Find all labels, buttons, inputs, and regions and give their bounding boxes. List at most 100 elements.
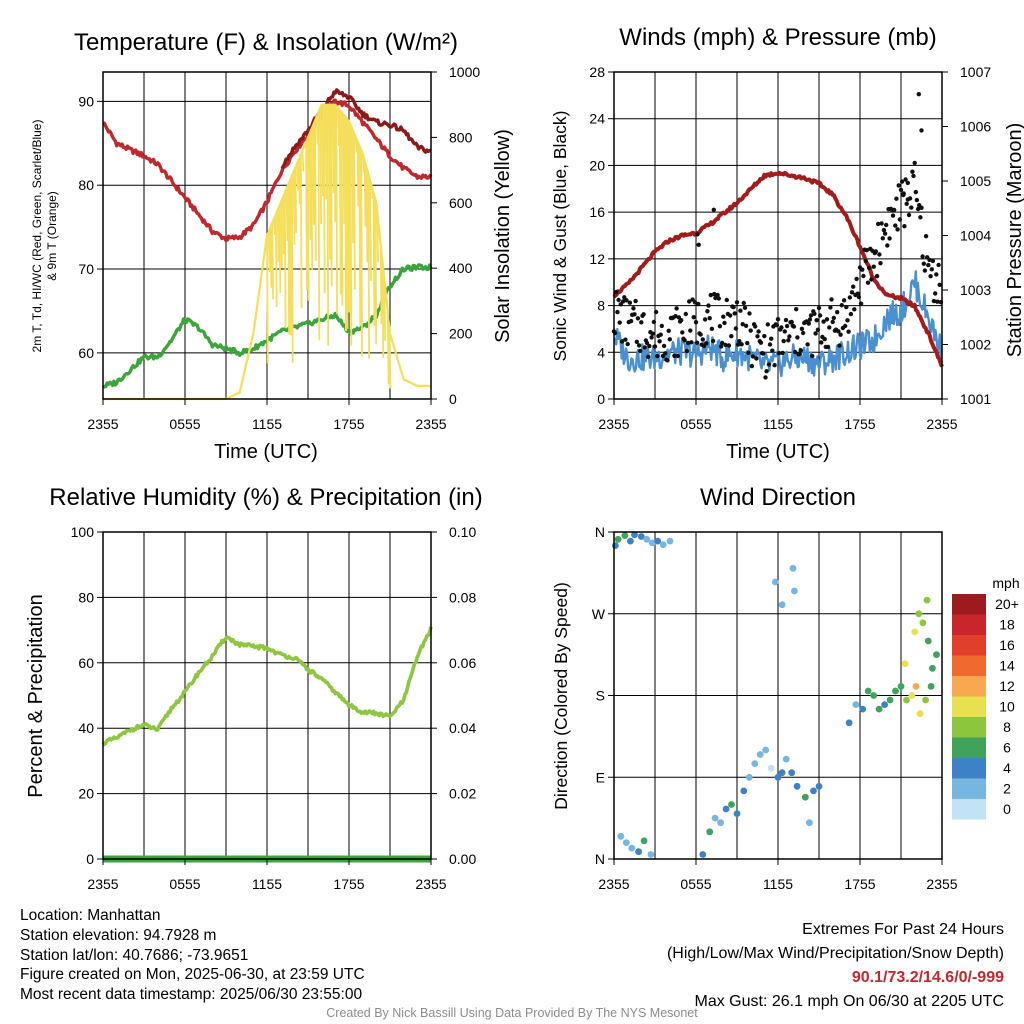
temperature-y-label-line2: & 9m T (Orange) (45, 191, 59, 281)
direction-point (778, 601, 786, 609)
gust-point (848, 311, 854, 317)
gust-point (619, 339, 625, 344)
direction-point (927, 683, 935, 690)
direction-x-tick-label: 0555 (680, 876, 711, 892)
gust-point (828, 305, 833, 310)
precipitation-y2-tick-label: 0.06 (449, 655, 476, 671)
speed-legend-label: 4 (1003, 760, 1011, 776)
gust-point (748, 328, 753, 333)
gust-point (665, 358, 670, 363)
direction-point (621, 532, 629, 539)
gust-point (808, 313, 814, 318)
gust-point (776, 351, 782, 356)
gust-point (721, 314, 726, 319)
temperature-chart-title: Temperature (F) & Insolation (W/m²) (74, 29, 458, 56)
gust-point (855, 291, 860, 296)
gust-point (720, 340, 725, 346)
gust-point (734, 300, 740, 305)
gust-point (655, 353, 660, 359)
gust-point (718, 344, 724, 349)
gust-point (877, 252, 882, 257)
gust-point (815, 327, 821, 332)
gust-point (732, 311, 737, 316)
gust-point (765, 322, 770, 327)
gust-point (933, 291, 938, 296)
speed-legend-label: 10 (999, 699, 1015, 715)
gust-point (930, 258, 936, 264)
temperature-series (101, 88, 433, 401)
direction-point (666, 537, 674, 545)
gust-point (680, 330, 685, 335)
temperature-x-tick-label: 1755 (333, 416, 364, 432)
humidity-grid (103, 532, 431, 859)
temperature-panel: Temperature (F) & Insolation (W/m²) 2355… (30, 29, 514, 463)
direction-chart-title: Wind Direction (700, 484, 856, 511)
gust-point (650, 331, 655, 336)
gust-point (695, 232, 700, 237)
figure-created: Figure created on Mon, 2025-06-30, at 23… (20, 966, 365, 984)
winds-chart-title: Winds (mph) & Pressure (mb) (619, 24, 936, 51)
gust-point (830, 319, 835, 325)
direction-point (635, 848, 642, 856)
speed-legend-swatch (952, 717, 986, 738)
direction-point (733, 810, 741, 817)
speed-legend-label: 12 (999, 678, 1015, 694)
winds-x-tick-label: 1755 (844, 416, 875, 432)
direction-point (929, 664, 936, 672)
gust-point (865, 280, 871, 285)
gust-point (683, 311, 688, 317)
gust-point (675, 353, 680, 359)
direction-point (699, 851, 707, 858)
direction-point (864, 687, 872, 695)
pressure-y2-tick-label: 1003 (960, 282, 991, 298)
gust-point (709, 326, 715, 331)
winds-ticks: 2355 0555 1155 1755 2355 0 4 8 12 16 20 24 28 1001 100… (589, 64, 991, 432)
pressure-y2-tick-label: 1005 (960, 173, 991, 189)
gust-point (762, 333, 767, 339)
gust-point (881, 227, 887, 233)
gust-point (901, 191, 906, 196)
direction-point (771, 578, 779, 586)
gust-point (638, 348, 643, 354)
winds-panel: Winds (mph) & Pressure (mb) 2355 0555 1155… (550, 24, 1024, 463)
gust-point (869, 277, 874, 282)
gust-point (716, 296, 721, 301)
gust-point (922, 268, 928, 273)
gust-point (821, 319, 826, 324)
gust-point (749, 363, 754, 369)
gust-point (844, 304, 849, 310)
gust-point (902, 224, 907, 229)
gust-point (861, 273, 866, 279)
gust-point (897, 217, 903, 222)
direction-point (767, 764, 775, 772)
pressure-y2-tick-label: 1001 (960, 391, 991, 407)
gust-point (653, 309, 659, 315)
direction-panel: Wind Direction 2355 0555 1155 1755 2355 N E S W N… (551, 484, 1020, 892)
direction-point (659, 541, 667, 549)
direction-point (923, 596, 931, 604)
station-latlon: Station lat/lon: 40.7686; -73.9651 (20, 946, 249, 964)
direction-point (640, 837, 648, 845)
gust-point (895, 227, 900, 232)
gust-point (624, 298, 629, 303)
gust-point (755, 334, 760, 339)
gust-point (904, 201, 909, 206)
direction-point (782, 755, 790, 763)
gust-point (822, 336, 827, 342)
temperature-y-tick-label: 60 (78, 345, 94, 361)
direction-x-tick-label: 1155 (763, 876, 793, 892)
gust-point (724, 297, 729, 303)
gust-point (682, 338, 687, 343)
direction-point (774, 773, 782, 781)
direction-point (933, 651, 940, 658)
speed-legend-label: 6 (1003, 740, 1011, 756)
gust-point (835, 310, 840, 315)
gust-point (819, 340, 824, 345)
gust-point (905, 180, 910, 186)
gust-point (923, 234, 929, 239)
gust-point (673, 314, 678, 319)
gust-point (688, 328, 693, 333)
direction-point (622, 839, 630, 846)
gust-point (885, 243, 890, 248)
gust-point (920, 254, 925, 259)
